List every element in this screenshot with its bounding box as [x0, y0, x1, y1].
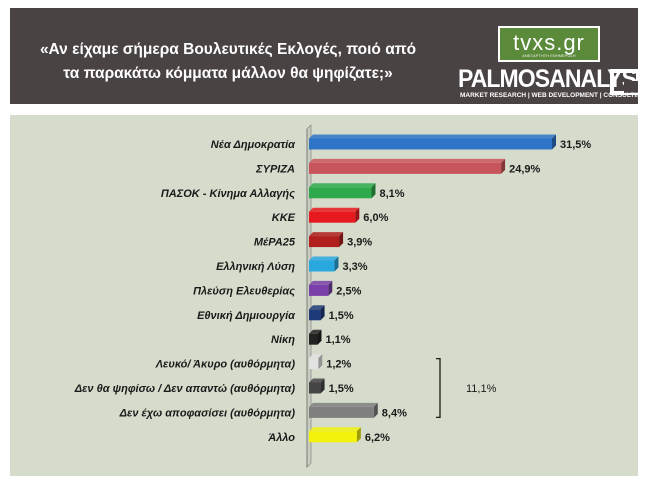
bar: [309, 138, 552, 150]
category-label: ΚΚΕ: [272, 212, 296, 224]
palmos-tagline: MARKET RESEARCH | WEB DEVELOPMENT | CONS…: [460, 92, 646, 99]
value-label: 24,9%: [509, 163, 540, 175]
question-line-2: τα παρακάτω κόμματα μάλλον θα ψηφίζατε;»: [63, 65, 393, 82]
value-label: 31,5%: [560, 139, 591, 151]
tvxs-logo-subtitle: ΑΝΕΞΑΡΤΗΤΗ ΕΝΗΜΕΡΩΣΗ: [522, 53, 576, 58]
palmos-analysis-logo: PALMOSANALYSIS MARKET RESEARCH | WEB DEV…: [458, 65, 650, 105]
bar-group: [309, 427, 361, 443]
bar: [309, 333, 318, 345]
bar: [309, 309, 321, 321]
value-label: 3,3%: [342, 261, 367, 273]
value-label: 6,0%: [363, 212, 388, 224]
bar: [309, 284, 329, 296]
value-label: 6,2%: [365, 432, 390, 444]
bar-group: [309, 232, 344, 248]
category-label: Δεν έχω αποφασίσει (αυθόρμητα): [119, 407, 296, 419]
bar: [309, 382, 321, 394]
bar-top-face: [309, 207, 360, 212]
bar-group: [309, 256, 339, 272]
bar: [309, 431, 357, 443]
value-label: 1,5%: [329, 310, 354, 322]
header-banner: «Αν είχαμε σήμερα Βουλευτικές Εκλογές, π…: [10, 8, 650, 104]
bar-group: [309, 280, 333, 296]
value-label: 8,1%: [379, 188, 404, 200]
category-label: ΜέΡΑ25: [254, 237, 296, 249]
bar-side-face: [501, 158, 506, 174]
bar-top-face: [309, 280, 333, 285]
bar: [309, 358, 319, 370]
bar: [309, 187, 372, 199]
value-label: 8,4%: [382, 407, 407, 419]
bar-top-face: [309, 183, 376, 188]
bar-group: [309, 354, 323, 370]
bar-top-face: [309, 329, 322, 334]
bar: [309, 406, 374, 418]
bracket-annotation-label: 11,1%: [466, 383, 497, 395]
bar-group: [309, 134, 556, 150]
bar: [309, 162, 502, 174]
bar-group: [309, 207, 360, 223]
bar-top-face: [309, 158, 506, 163]
category-label: Λευκό/ Άκυρο (αυθόρμητα): [155, 359, 296, 371]
bar-group: [309, 305, 325, 321]
bar-top-face: [309, 378, 325, 383]
category-label: Νέα Δημοκρατία: [211, 139, 296, 151]
bar-group: [309, 402, 378, 418]
value-label: 2,5%: [336, 285, 361, 297]
bar-side-face: [339, 232, 344, 248]
tvxs-logo: tvxs.gr: [498, 26, 600, 62]
bar-side-face: [334, 256, 339, 272]
bar-top-face: [309, 402, 378, 407]
palmos-logo-mark-icon: [610, 69, 640, 95]
value-label: 3,9%: [347, 237, 372, 249]
bar-side-face: [320, 305, 325, 321]
bar-side-face: [371, 183, 376, 199]
bar-side-face: [328, 280, 333, 296]
bar-side-face: [318, 354, 323, 370]
bracket-annotation: [436, 357, 441, 419]
bar-side-face: [356, 427, 361, 443]
category-label: Εθνική Δημιουργία: [197, 310, 296, 322]
category-label: Ελληνική Λύση: [216, 261, 295, 273]
category-label: ΣΥΡΙΖΑ: [255, 163, 295, 175]
bar-side-face: [373, 402, 378, 418]
bar-side-face: [355, 207, 360, 223]
bar-top-face: [309, 256, 339, 261]
category-label: Άλλο: [267, 432, 295, 444]
bar: [309, 260, 335, 272]
value-label: 1,5%: [329, 383, 354, 395]
bar-top-face: [309, 134, 556, 139]
bar-group: [309, 183, 376, 199]
bar: [309, 236, 340, 248]
bar-top-face: [309, 232, 344, 237]
value-label: 1,1%: [325, 334, 350, 346]
bar-chart: Νέα Δημοκρατία 31,5% ΣΥΡΙΖΑ 24,9% ΠΑΣΟΚ - Κί…: [74, 124, 591, 468]
bar-side-face: [552, 134, 556, 150]
bar: [309, 211, 356, 223]
category-label: Πλεύση Ελευθερίας: [193, 285, 295, 297]
bar-side-face: [320, 378, 325, 394]
bar-top-face: [309, 354, 323, 359]
chart-panel: Νέα Δημοκρατία 31,5% ΣΥΡΙΖΑ 24,9% ΠΑΣΟΚ - Κί…: [10, 115, 638, 476]
category-label: Νίκη: [271, 334, 295, 346]
bar-group: [309, 329, 322, 345]
category-label: ΠΑΣΟΚ - Κίνημα Αλλαγής: [161, 188, 295, 200]
bar-group: [309, 378, 325, 394]
question-line-1: «Αν είχαμε σήμερα Βουλευτικές Εκλογές, π…: [39, 41, 417, 58]
category-label: Δεν θα ψηφίσω / Δεν απαντώ (αυθόρμητα): [74, 383, 296, 395]
bar-top-face: [309, 305, 325, 310]
bar-top-face: [309, 427, 361, 432]
bar-group: [309, 158, 506, 174]
value-label: 1,2%: [326, 359, 351, 371]
question-title: «Αν είχαμε σήμερα Βουλευτικές Εκλογές, π…: [28, 38, 428, 86]
bar-side-face: [317, 329, 322, 345]
